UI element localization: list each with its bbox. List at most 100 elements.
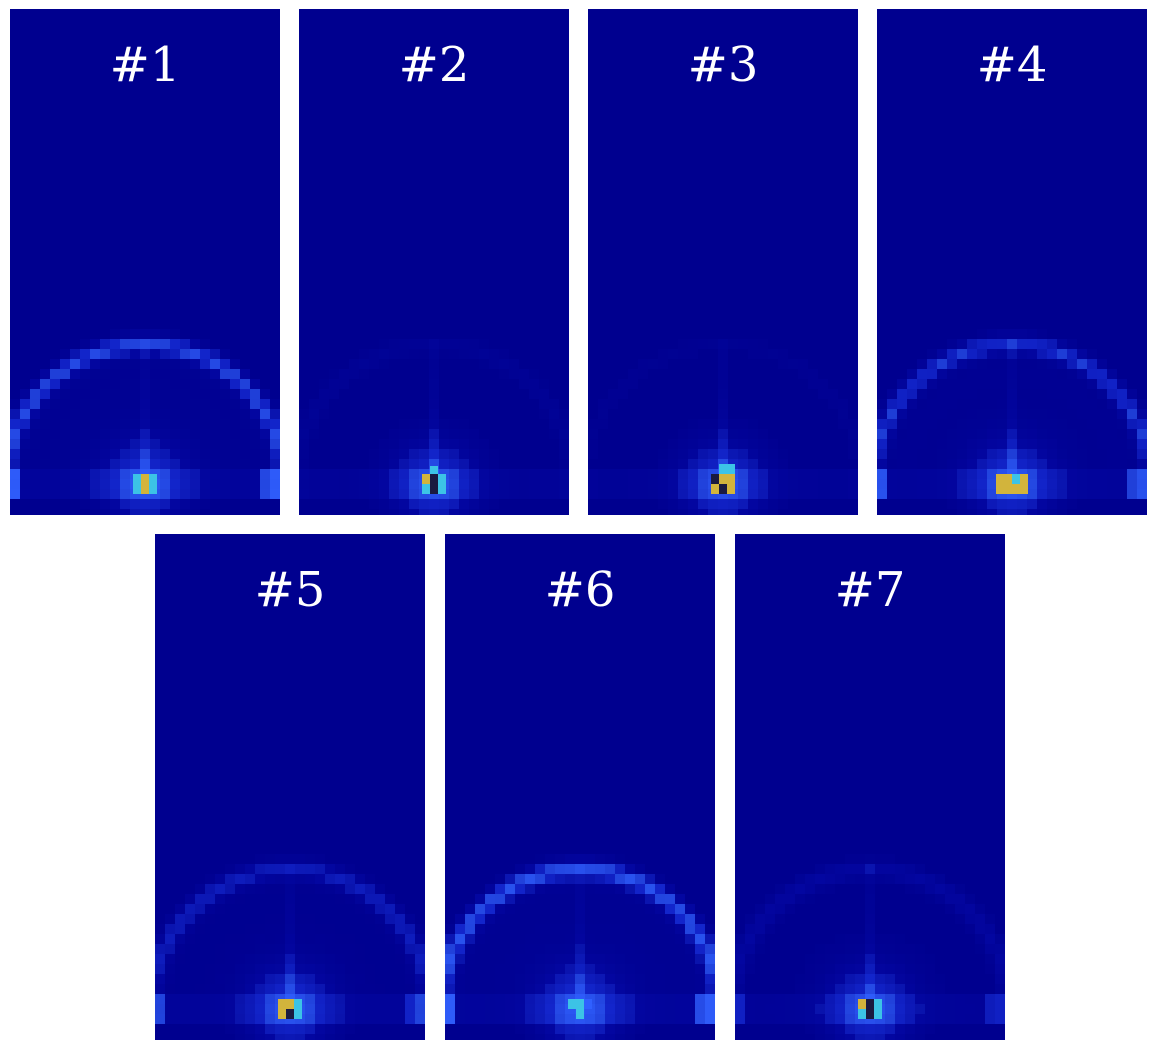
heatmap-cell [90, 349, 100, 359]
heatmap-cell [865, 944, 875, 954]
heatmap-cell [70, 409, 80, 419]
heatmap-cell [1017, 349, 1027, 359]
core-pixel [141, 474, 149, 484]
heatmap-cell [130, 379, 140, 389]
heatmap-cell [475, 924, 485, 934]
heatmap-cell [30, 459, 40, 469]
heatmap-cell [947, 499, 957, 509]
heatmap-cell [339, 379, 349, 389]
heatmap-cell [545, 1004, 555, 1014]
heatmap-cell [808, 469, 818, 479]
heatmap-cell [695, 944, 705, 954]
heatmap-cell [175, 944, 185, 954]
heatmap-cell [175, 914, 185, 924]
heatmap-cell [130, 369, 140, 379]
heatmap-cell [80, 409, 90, 419]
heatmap-cell [1027, 429, 1037, 439]
heatmap-cell [1067, 419, 1077, 429]
heatmap-cell [519, 379, 529, 389]
heatmap-cell [559, 429, 569, 439]
heatmap-cell [755, 904, 765, 914]
heatmap-cell [265, 944, 275, 954]
heatmap-cell [1117, 469, 1127, 479]
heatmap-cell [345, 974, 355, 984]
heatmap-cell [915, 874, 925, 884]
heatmap-cell [768, 349, 778, 359]
heatmap-cell [319, 489, 329, 499]
heatmap-cell [625, 954, 635, 964]
heatmap-cell [828, 389, 838, 399]
heatmap-cell [575, 974, 585, 984]
heatmap-cell [987, 409, 997, 419]
heatmap-cell [190, 449, 200, 459]
heatmap-cell [515, 1024, 525, 1034]
heatmap-cell [1047, 499, 1057, 509]
heatmap-cell [695, 954, 705, 964]
heatmap-cell [449, 449, 459, 459]
heatmap-cell [735, 964, 745, 974]
heatmap-cell [588, 419, 598, 429]
heatmap-cell [375, 934, 385, 944]
heatmap-cell [957, 439, 967, 449]
heatmap-cell [285, 884, 295, 894]
heatmap-cell [1097, 439, 1107, 449]
heatmap-cell [665, 994, 675, 1004]
heatmap-cell [735, 994, 745, 1004]
heatmap-cell [575, 914, 585, 924]
heatmap-cell [379, 489, 389, 499]
heatmap-cell [299, 479, 309, 489]
heatmap-cell [708, 459, 718, 469]
heatmap-cell [60, 379, 70, 389]
heatmap-cell [399, 469, 409, 479]
heatmap-cell [200, 369, 210, 379]
heatmap-cell [995, 954, 1005, 964]
heatmap-cell [805, 994, 815, 1004]
heatmap-cell [927, 449, 937, 459]
heatmap-cell [698, 339, 708, 349]
heatmap-cell [180, 449, 190, 459]
heatmap-cell [70, 479, 80, 489]
heatmap-cell [195, 944, 205, 954]
heatmap-cell [405, 924, 415, 934]
core-pixel [141, 484, 149, 494]
heatmap-cell [615, 904, 625, 914]
heatmap-cell [335, 994, 345, 1004]
heatmap-cell [529, 379, 539, 389]
heatmap-cell [885, 984, 895, 994]
heatmap-cell [449, 419, 459, 429]
heatmap-cell [705, 964, 715, 974]
heatmap-cell [565, 954, 575, 964]
heatmap-cell [150, 459, 160, 469]
heatmap-cell [429, 439, 439, 449]
heatmap-cell [275, 964, 285, 974]
heatmap-cell [905, 994, 915, 1004]
panel-label-6: #6 [544, 562, 616, 618]
heatmap-cell [339, 489, 349, 499]
heatmap-cell [100, 479, 110, 489]
heatmap-cell [315, 994, 325, 1004]
heatmap-cell [795, 994, 805, 1004]
heatmap-cell [90, 489, 100, 499]
heatmap-cell [545, 854, 555, 864]
heatmap-cell [389, 469, 399, 479]
heatmap-cell [515, 1004, 525, 1014]
heatmap-cell [615, 874, 625, 884]
heatmap-cell [1117, 449, 1127, 459]
heatmap-cell [245, 994, 255, 1004]
heatmap-cell [399, 349, 409, 359]
heatmap-cell [615, 934, 625, 944]
heatmap-cell [215, 964, 225, 974]
heatmap-cell [805, 1004, 815, 1014]
heatmap-cell [255, 974, 265, 984]
heatmap-cell [100, 419, 110, 429]
heatmap-cell [997, 329, 1007, 339]
heatmap-cell [865, 964, 875, 974]
heatmap-cell [615, 984, 625, 994]
heatmap-cell [120, 389, 130, 399]
heatmap-cell [585, 1024, 595, 1034]
heatmap-cell [515, 914, 525, 924]
heatmap-cell [255, 894, 265, 904]
heatmap-cell [285, 894, 295, 904]
heatmap-cell [165, 964, 175, 974]
heatmap-cell [565, 874, 575, 884]
